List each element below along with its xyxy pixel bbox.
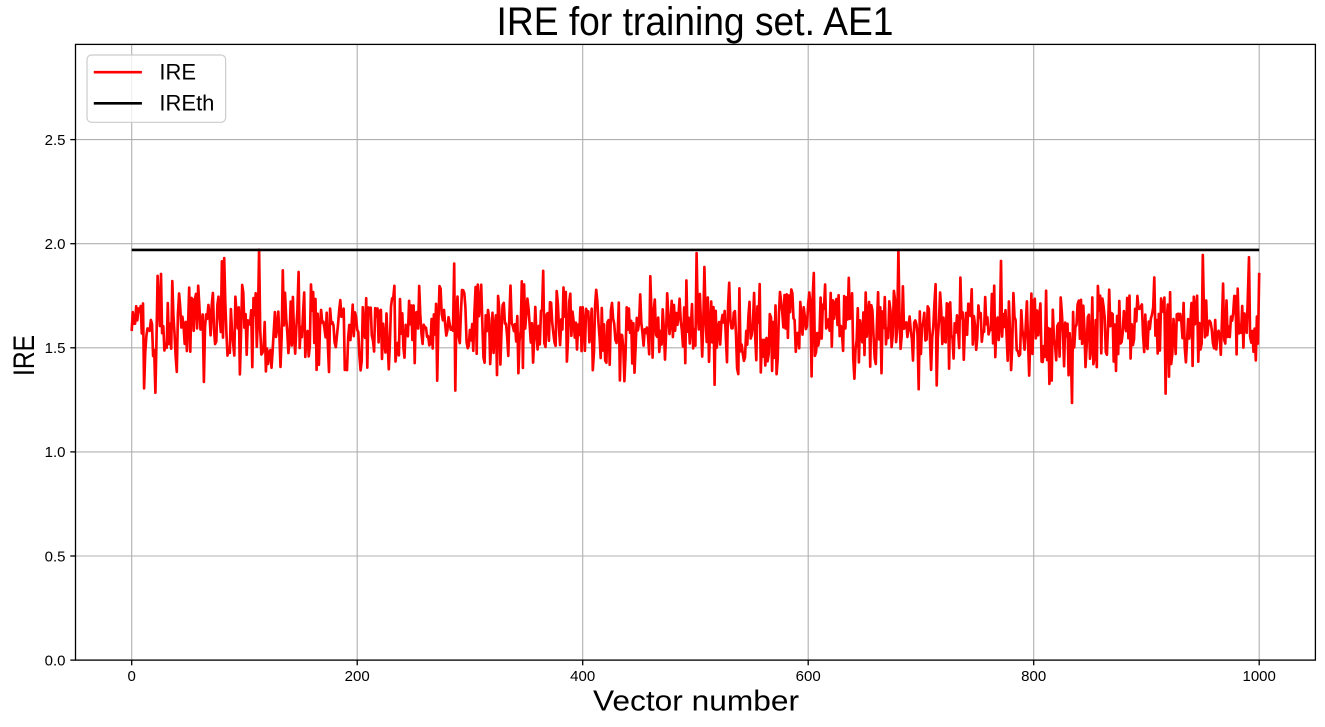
- svg-text:600: 600: [796, 668, 821, 685]
- svg-text:IRE: IRE: [8, 335, 41, 376]
- svg-text:1000: 1000: [1243, 668, 1276, 685]
- svg-text:2.5: 2.5: [45, 132, 66, 149]
- svg-text:200: 200: [345, 668, 370, 685]
- svg-text:0.0: 0.0: [45, 652, 66, 669]
- svg-text:0: 0: [128, 668, 136, 685]
- svg-text:IREth: IREth: [159, 91, 214, 116]
- svg-text:400: 400: [570, 668, 595, 685]
- svg-text:IRE: IRE: [159, 59, 196, 84]
- svg-text:Vector number: Vector number: [593, 686, 799, 718]
- svg-text:IRE for training set. AE1: IRE for training set. AE1: [497, 0, 894, 44]
- svg-text:800: 800: [1021, 668, 1046, 685]
- svg-text:1.0: 1.0: [45, 444, 66, 461]
- svg-text:1.5: 1.5: [45, 340, 66, 357]
- svg-text:0.5: 0.5: [45, 548, 66, 565]
- svg-text:2.0: 2.0: [45, 236, 66, 253]
